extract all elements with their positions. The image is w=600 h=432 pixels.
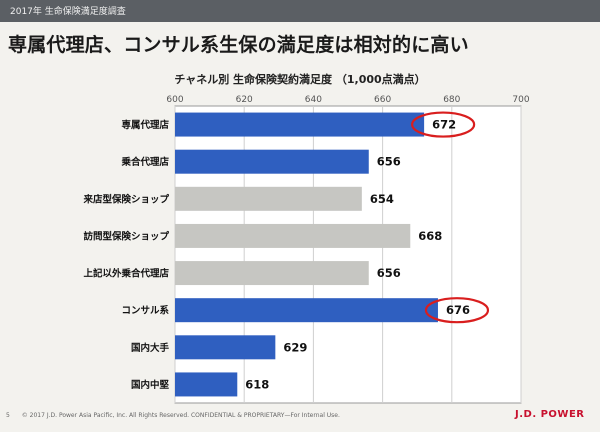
- tick-label: 640: [305, 95, 322, 105]
- bar: [175, 149, 369, 174]
- category-label: 上記以外乗合代理店: [83, 268, 169, 280]
- value-label: 656: [377, 266, 401, 280]
- value-label: 656: [377, 155, 401, 169]
- page-number: 5: [6, 412, 10, 419]
- category-label: 乗合代理店: [121, 156, 169, 168]
- highlight-ellipse: [411, 111, 476, 138]
- value-label: 668: [418, 229, 442, 243]
- highlight-ellipse: [424, 297, 490, 324]
- slide-title: 専属代理店、コンサル系生保の満足度は相対的に高い: [8, 34, 469, 56]
- tick-label: 620: [236, 95, 253, 105]
- tick-label: 600: [166, 95, 183, 105]
- tick-label: 680: [443, 95, 460, 105]
- value-label: 672: [432, 118, 456, 132]
- category-label: 国内中堅: [131, 379, 170, 391]
- bar: [175, 372, 238, 397]
- bar-chart: 600 620 640 660 680 700 専属代理店 672 乗合代理店 656 来店型保険シ…: [82, 95, 530, 404]
- bar: [175, 112, 425, 137]
- category-label: 専属代理店: [121, 119, 169, 131]
- value-label: 618: [245, 377, 269, 391]
- category-label: 訪問型保険ショップ: [83, 230, 169, 242]
- footer: 5 © 2017 J.D. Power Asia Pacific, Inc. A…: [6, 412, 340, 419]
- bar: [175, 223, 411, 248]
- bar: [175, 298, 438, 323]
- copyright-text: © 2017 J.D. Power Asia Pacific, Inc. All…: [21, 412, 340, 419]
- bar: [175, 335, 276, 360]
- category-label: 来店型保険ショップ: [82, 193, 169, 205]
- bar: [175, 261, 369, 286]
- category-label: 国内大手: [131, 342, 170, 354]
- value-label: 676: [446, 303, 470, 317]
- tick-label: 700: [512, 95, 529, 105]
- survey-label: 2017年 生命保険満足度調査: [10, 7, 126, 17]
- chart-title: チャネル別 生命保険契約満足度 （1,000点満点）: [174, 73, 426, 86]
- tick-label: 660: [374, 95, 391, 105]
- value-label: 629: [283, 340, 307, 354]
- category-label: コンサル系: [121, 305, 169, 317]
- brand-logo: J.D. POWER: [515, 409, 585, 420]
- value-label: 654: [370, 192, 394, 206]
- bar: [175, 186, 362, 211]
- header-bar: 2017年 生命保険満足度調査: [0, 0, 600, 22]
